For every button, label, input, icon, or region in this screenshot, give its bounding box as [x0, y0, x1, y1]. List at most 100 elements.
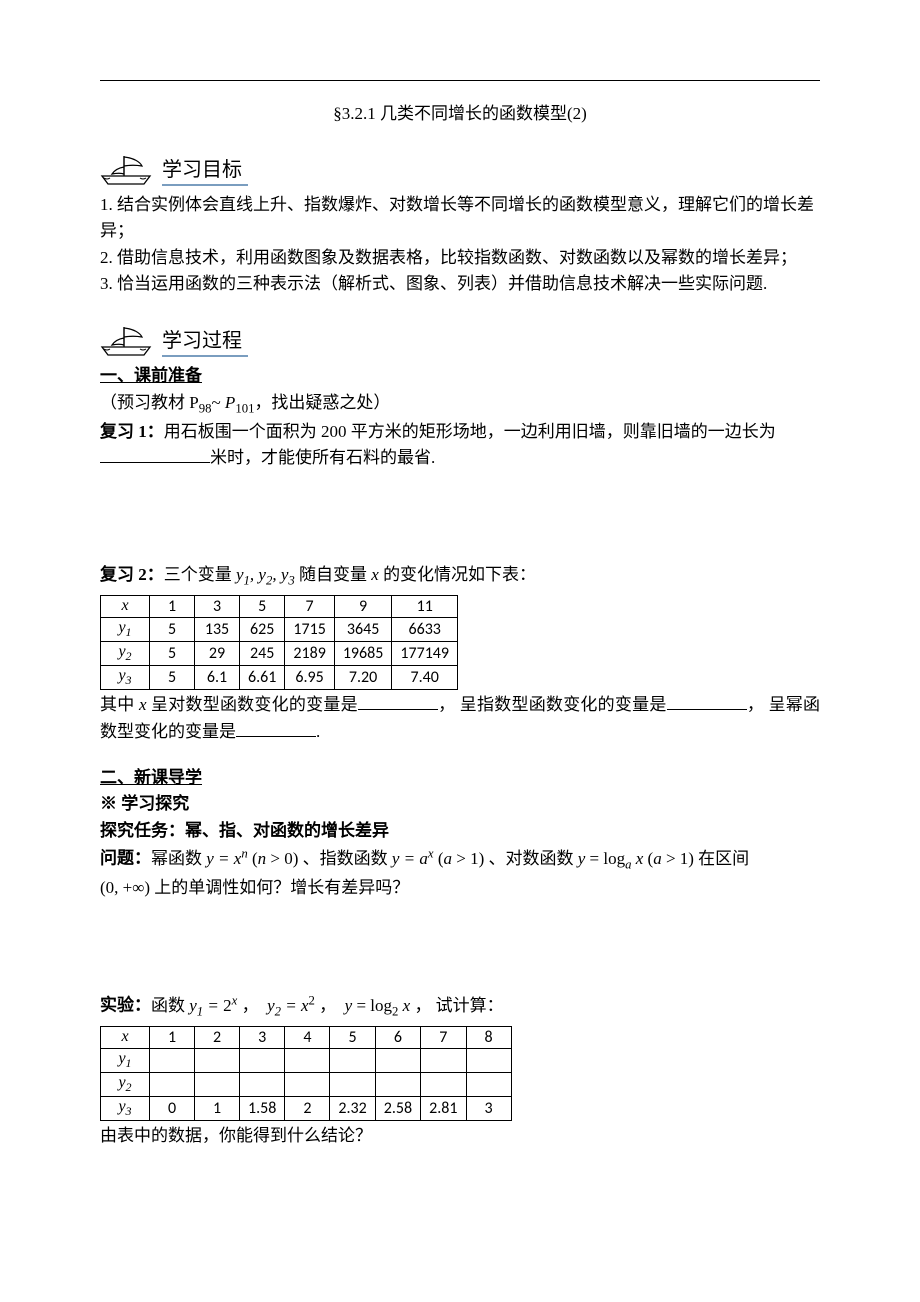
- table-row: y3 0 1 1.58 2 2.32 2.58 2.81 3: [101, 1097, 512, 1121]
- blank-1: [100, 445, 210, 463]
- blank-4: [236, 719, 316, 737]
- cell: 29: [195, 641, 240, 665]
- cell: 6633: [392, 617, 458, 641]
- cell: 2.32: [330, 1097, 375, 1121]
- prep-heading: 一、课前准备: [100, 363, 820, 389]
- cell: 2.81: [421, 1097, 466, 1121]
- r2-after-a: 其中 x 呈对数型函数变化的变量是: [100, 695, 358, 714]
- review-2-vars: y1, y2, y3: [236, 565, 295, 584]
- cell: 245: [240, 641, 285, 665]
- table-row: y1: [101, 1048, 512, 1072]
- cell: [466, 1073, 511, 1097]
- t1-h2: 3: [195, 595, 240, 617]
- preview-P: P: [225, 393, 235, 412]
- t1-r2-h: y2: [101, 641, 150, 665]
- review-1: 复习 1：用石板围一个面积为 200 平方米的矩形场地，一边利用旧墙，则靠旧墙的…: [100, 419, 820, 472]
- preview-a: （预习教材 P: [100, 393, 199, 412]
- blank-3: [667, 692, 747, 710]
- page: §3.2.1 几类不同增长的函数模型(2) 学习目标 1. 结合实例体会直线上升…: [0, 0, 920, 1210]
- t1-h1: 1: [150, 595, 195, 617]
- cell: 2.58: [375, 1097, 420, 1121]
- review-2-label: 复习 2：: [100, 565, 164, 584]
- new-heading: 二、新课导学: [100, 765, 820, 791]
- preview-p2: 101: [235, 401, 254, 415]
- t1-r1-h: y1: [101, 617, 150, 641]
- boat-icon: [100, 152, 156, 186]
- cell: [330, 1048, 375, 1072]
- cell: [375, 1048, 420, 1072]
- new-sub1: ※ 学习探究: [100, 791, 820, 817]
- t2-h0: x: [101, 1026, 150, 1048]
- preview-tilde: ~: [211, 393, 220, 412]
- cell: [150, 1073, 195, 1097]
- cell: 7: [421, 1026, 466, 1048]
- question: 问题：幂函数 y = xn (n > 0) 、指数函数 y = ax (a > …: [100, 844, 820, 875]
- cell: 7.20: [334, 666, 392, 690]
- after-table: 由表中的数据，你能得到什么结论？: [100, 1123, 820, 1149]
- table-row: x 1 2 3 4 5 6 7 8: [101, 1026, 512, 1048]
- experiment-a: 函数 y1 = 2x ， y2 = x2 ， y = log2 x ， 试计算：: [151, 996, 504, 1015]
- cell: 19685: [334, 641, 392, 665]
- t2-r3-h: y3: [101, 1097, 150, 1121]
- review-1-label: 复习 1：: [100, 422, 164, 441]
- review-1-a: 用石板围一个面积为 200 平方米的矩形场地，一边利用旧墙，则靠旧墙的一边长为: [164, 422, 776, 441]
- cell: 6.95: [285, 666, 334, 690]
- cell: [285, 1048, 330, 1072]
- cell: 6: [375, 1026, 420, 1048]
- cell: 5: [150, 617, 195, 641]
- review-1-b: 米时，才能使所有石料的最省.: [210, 448, 435, 467]
- cell: 2: [285, 1097, 330, 1121]
- page-title: §3.2.1 几类不同增长的函数模型(2): [100, 99, 820, 124]
- cell: [240, 1048, 285, 1072]
- boat-icon: [100, 323, 156, 357]
- banner-process: 学习过程: [100, 323, 820, 357]
- cell: [330, 1073, 375, 1097]
- r2-after-b: ， 呈指数型函数变化的变量是: [438, 695, 667, 714]
- table-row: y2 5 29 245 2189 19685 177149: [101, 641, 458, 665]
- t1-h0: x: [101, 595, 150, 617]
- table-row: y2: [101, 1073, 512, 1097]
- cell: [421, 1048, 466, 1072]
- review-2-after: 其中 x 呈对数型函数变化的变量是， 呈指数型函数变化的变量是， 呈幂函数型变化…: [100, 692, 820, 745]
- experiment: 实验：函数 y1 = 2x ， y2 = x2 ， y = log2 x ， 试…: [100, 991, 820, 1022]
- t1-r3-h: y3: [101, 666, 150, 690]
- t2-r2-h: y2: [101, 1073, 150, 1097]
- banner-goals: 学习目标: [100, 152, 820, 186]
- review-2-a: 三个变量: [164, 565, 236, 584]
- cell: 5: [150, 641, 195, 665]
- cell: [421, 1073, 466, 1097]
- goal-2: 2. 借助信息技术，利用函数图象及数据表格，比较指数函数、对数函数以及幂数的增长…: [100, 245, 820, 271]
- table-2: x 1 2 3 4 5 6 7 8 y1 y2: [100, 1026, 512, 1122]
- cell: [195, 1073, 240, 1097]
- preview-b: ，找出疑惑之处）: [254, 393, 390, 412]
- cell: 1: [150, 1026, 195, 1048]
- cell: 0: [150, 1097, 195, 1121]
- cell: 5: [330, 1026, 375, 1048]
- question-label: 问题：: [100, 849, 151, 868]
- cell: 3645: [334, 617, 392, 641]
- goal-1: 1. 结合实例体会直线上升、指数爆炸、对数增长等不同增长的函数模型意义，理解它们…: [100, 192, 820, 245]
- table-row: y1 5 135 625 1715 3645 6633: [101, 617, 458, 641]
- preview-p1: 98: [199, 401, 212, 415]
- cell: 1: [195, 1097, 240, 1121]
- prep-heading-text: 一、课前准备: [100, 366, 202, 385]
- question-b: (0, +∞) 上的单调性如何？增长有差异吗？: [100, 875, 820, 901]
- t2-r1-h: y1: [101, 1048, 150, 1072]
- t1-h6: 11: [392, 595, 458, 617]
- new-task: 探究任务：幂、指、对函数的增长差异: [100, 818, 820, 844]
- t1-h3: 5: [240, 595, 285, 617]
- table-1: x 1 3 5 7 9 11 y1 5 135 625 1715 3645 66…: [100, 595, 458, 691]
- cell: 8: [466, 1026, 511, 1048]
- cell: 3: [240, 1026, 285, 1048]
- table-row: x 1 3 5 7 9 11: [101, 595, 458, 617]
- cell: 1715: [285, 617, 334, 641]
- experiment-label: 实验：: [100, 996, 151, 1015]
- cell: 135: [195, 617, 240, 641]
- review-2-b: 随自变量 x 的变化情况如下表：: [295, 565, 536, 584]
- cell: 1.58: [240, 1097, 285, 1121]
- cell: 5: [150, 666, 195, 690]
- goal-3: 3. 恰当运用函数的三种表示法（解析式、图象、列表）并借助信息技术解决一些实际问…: [100, 271, 820, 297]
- cell: [466, 1048, 511, 1072]
- new-heading-text: 二、新课导学: [100, 768, 202, 787]
- cell: [150, 1048, 195, 1072]
